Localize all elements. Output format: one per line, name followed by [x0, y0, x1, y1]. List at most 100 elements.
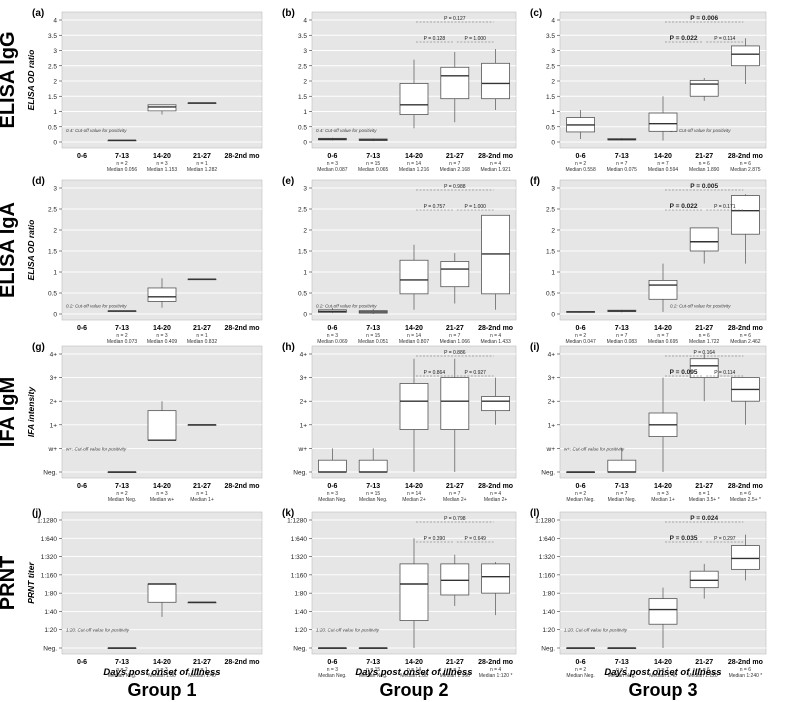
panel-g-category-label: 28-2nd mo	[224, 483, 259, 490]
panel-d-category-label: 7-13	[115, 325, 129, 332]
panel-f-n-label: n = 6	[740, 333, 751, 339]
panel-l-category-label: 0-6	[576, 659, 586, 666]
y-axis-title-0: ELISA OD ratio	[26, 50, 36, 111]
panel-h-box-3	[440, 377, 470, 430]
panel-h-median-label: Median 2+	[484, 497, 508, 503]
panel-k-median-label: Median 1:80	[400, 673, 428, 679]
panel-i-p-value-0: P = 0.164	[693, 350, 715, 356]
panel-l-ytick-label: Neg.	[541, 646, 555, 653]
panel-j-letter: (j)	[32, 508, 41, 519]
panel-f-ytick-label: 0	[551, 312, 555, 319]
panel-c-ytick-label: 4	[551, 18, 555, 25]
panel-i-category-label: 0-6	[576, 483, 586, 490]
panel-i-box-1	[607, 459, 637, 473]
panel-c-p-value-1: P = 0.022	[670, 35, 698, 42]
panel-h-category-label: 0-6	[327, 483, 337, 490]
panel-j-category-label: 0-6	[77, 659, 87, 666]
panel-j-background	[61, 511, 263, 655]
panel-k-category-label: 0-6	[327, 659, 337, 666]
panel-b-ytick-label: 3.5	[298, 33, 307, 40]
panel-j-ytick-label: 1:160	[41, 572, 58, 579]
panel-c-ytick-label: 0	[551, 140, 555, 147]
panel-k-box-2	[399, 563, 429, 621]
panel-a-cutoff-note: 0.4: Cut-off value for positivity	[66, 128, 127, 133]
panel-l-p-value-1: P = 0.035	[670, 535, 698, 542]
panel-d-ytick-label: 3	[53, 186, 57, 193]
panel-a-n-label: n = 2	[116, 161, 127, 167]
panel-e-category-label: 0-6	[327, 325, 337, 332]
panel-l-median-label: Median 1:240 *	[729, 673, 763, 679]
panel-f-ytick-label: 3	[551, 186, 555, 193]
panel-a-ytick-label: 1.5	[48, 94, 57, 101]
panel-b-category-label: 28-2nd mo	[478, 153, 513, 160]
panel-l-cutoff-note: 1:20: Cut-off value for positivity	[564, 628, 628, 633]
panel-j-category-label: 28-2nd mo	[224, 659, 259, 666]
panel-e-category-label: 28-2nd mo	[478, 325, 513, 332]
panel-l-median-label: Median Neg.	[566, 673, 594, 679]
panel-c-box-2	[648, 112, 678, 132]
panel-d-ytick-label: 1	[53, 270, 57, 277]
panel-d-ytick-label: 2	[53, 228, 57, 235]
panel-i-n-label: n = 2	[575, 491, 586, 497]
panel-k-ytick-label: 1:1280	[287, 518, 307, 525]
group-title-1: Group 1	[127, 680, 196, 700]
panel-c-median-label: Median 0.075	[607, 167, 638, 173]
panel-k-box-4	[481, 563, 511, 594]
panel-e-p-value-2: P = 1.000	[464, 204, 486, 210]
panel-a-ytick-label: 3	[53, 48, 57, 55]
panel-i-category-label: 21-27	[695, 483, 713, 490]
panel-j-category-label: 7-13	[115, 659, 129, 666]
panel-l-p-value-2: P = 0.297	[714, 536, 736, 542]
panel-h-median-label: Median 2+	[443, 497, 467, 503]
panel-k-ytick-label: 1:320	[291, 554, 308, 561]
panel-a-ytick-label: 1	[53, 109, 57, 116]
panel-a-median-label: Median 0.056	[107, 167, 138, 173]
panel-i-letter: (i)	[530, 342, 539, 353]
row-label-0: ELISA IgG	[0, 31, 19, 128]
panel-a-median-label: Median 1.282	[187, 167, 218, 173]
panel-h-n-label: n = 4	[490, 491, 501, 497]
panel-i-category-label: 7-13	[615, 483, 629, 490]
panel-c-cutoff-note: 0.4: Cut-off value for positivity	[670, 128, 731, 133]
panel-f-cutoff-note: 0.2: Cut-off value for positivity	[670, 304, 731, 309]
panel-h-ytick-label: 4+	[300, 352, 308, 359]
panel-h-p-value-2: P = 0.927	[464, 370, 486, 376]
panel-l-ytick-label: 1:640	[539, 536, 556, 543]
panel-b-median-label: Median 0.065	[358, 167, 389, 173]
panel-k-category-label: 7-13	[366, 659, 380, 666]
panel-e-ytick-label: 3	[303, 186, 307, 193]
panel-f-category-label: 14-20	[654, 325, 672, 332]
panel-g-median-label: Median w+	[150, 497, 174, 503]
panel-k-p-value-1: P = 0.390	[424, 536, 446, 542]
panel-a-ytick-label: 3.5	[48, 33, 57, 40]
panel-h-box-2	[399, 383, 429, 430]
panel-f-ytick-label: 1.5	[546, 249, 555, 256]
panel-h-ytick-label: 2+	[300, 399, 308, 406]
panel-i-box-3	[689, 358, 719, 379]
panel-l-median-label: Median Neg.	[608, 673, 636, 679]
panel-g-ytick-label: 4+	[50, 352, 58, 359]
panel-h-n-label: n = 15	[366, 491, 380, 497]
panel-k-median-label: Median 1:120 *	[479, 673, 513, 679]
panel-c-ytick-label: 0.5	[546, 124, 555, 131]
panel-c-ytick-label: 3.5	[546, 33, 555, 40]
panel-e-cutoff-note: 0.2: Cut-off value for positivity	[316, 304, 377, 309]
panel-g-n-label: n = 3	[156, 491, 167, 497]
panel-f-median-label: Median 2.462	[730, 339, 761, 345]
panel-k-ytick-label: 1:40	[294, 609, 307, 616]
panel-f-median-label: Median 1.722	[689, 339, 720, 345]
panel-j-ytick-label: 1:80	[44, 591, 57, 598]
panel-h-letter: (h)	[282, 342, 295, 353]
panel-k-ytick-label: Neg.	[293, 646, 307, 653]
panel-g-n-label: n = 2	[116, 491, 127, 497]
panel-i-category-label: 14-20	[654, 483, 672, 490]
panel-k-ytick-label: 1:640	[291, 536, 308, 543]
panel-c-p-value-2: P = 0.114	[714, 36, 735, 42]
panel-l-category-label: 14-20	[654, 659, 672, 666]
panel-c-median-label: Median 1.890	[689, 167, 720, 173]
panel-b-n-label: n = 4	[490, 161, 501, 167]
panel-e-letter: (e)	[282, 176, 294, 187]
panel-c-ytick-label: 2	[551, 79, 555, 86]
panel-k-n-label: n = 7	[449, 667, 460, 673]
panel-e-category-label: 21-27	[446, 325, 464, 332]
